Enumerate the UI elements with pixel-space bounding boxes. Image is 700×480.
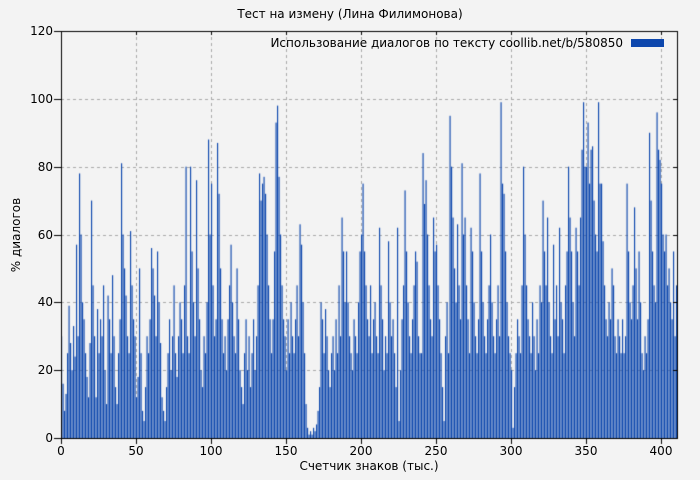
x-tick-label: 350 (574, 444, 598, 458)
x-tick-label: 50 (128, 444, 144, 458)
x-tick-label: 300 (499, 444, 523, 458)
x-tick-label: 200 (349, 444, 373, 458)
y-tick-label: 40 (37, 295, 53, 310)
legend-label: Использование диалогов по тексту coollib… (270, 36, 623, 50)
y-tick-label: 100 (30, 91, 53, 106)
x-tick-label: 400 (649, 444, 673, 458)
x-tick-label: 250 (424, 444, 448, 458)
chart-title: Тест на измену (Лина Филимонова) (237, 7, 463, 21)
x-tick-label: 100 (199, 444, 223, 458)
x-tick-label: 0 (57, 444, 65, 458)
y-tick-label: 80 (37, 159, 53, 174)
legend: Использование диалогов по тексту coollib… (270, 36, 664, 50)
y-tick-label: 0 (45, 431, 53, 445)
y-tick-label: 20 (37, 363, 53, 378)
x-tick-label: 150 (274, 444, 298, 458)
y-tick-label: 60 (37, 227, 53, 242)
legend-swatch-icon (631, 39, 664, 47)
x-axis-label: Счетчик знаков (тыс.) (299, 459, 439, 473)
y-tick-label: 120 (30, 24, 53, 38)
